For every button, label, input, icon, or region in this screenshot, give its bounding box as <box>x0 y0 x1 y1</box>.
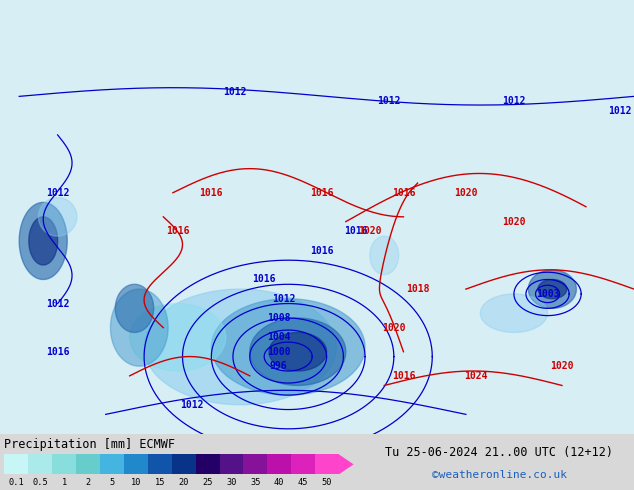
Text: 1020: 1020 <box>502 217 526 227</box>
Bar <box>100 455 124 474</box>
Text: 1012: 1012 <box>502 96 526 106</box>
Polygon shape <box>211 299 365 395</box>
Polygon shape <box>130 304 226 371</box>
Text: 1016: 1016 <box>392 188 415 198</box>
Text: 1012: 1012 <box>271 294 295 304</box>
Text: 1016: 1016 <box>166 226 190 236</box>
Bar <box>291 455 315 474</box>
Text: 1012: 1012 <box>46 188 69 198</box>
Text: Precipitation [mm] ECMWF: Precipitation [mm] ECMWF <box>4 438 176 451</box>
Text: 996: 996 <box>269 361 287 371</box>
Text: 1: 1 <box>61 478 67 487</box>
Bar <box>52 455 76 474</box>
Text: 1020: 1020 <box>550 361 574 371</box>
Text: 1003: 1003 <box>536 289 559 299</box>
Polygon shape <box>339 455 354 474</box>
Bar <box>4 455 29 474</box>
Bar <box>268 455 291 474</box>
Polygon shape <box>115 284 153 332</box>
Text: 1024: 1024 <box>463 371 488 381</box>
Text: 1016: 1016 <box>46 347 69 357</box>
Text: 1020: 1020 <box>454 188 477 198</box>
Bar <box>76 455 100 474</box>
Text: 2: 2 <box>86 478 91 487</box>
Polygon shape <box>370 236 399 274</box>
Text: 1016: 1016 <box>310 188 333 198</box>
Polygon shape <box>528 270 576 308</box>
Text: 1012: 1012 <box>46 298 69 309</box>
Polygon shape <box>538 279 567 299</box>
Text: 0.1: 0.1 <box>8 478 24 487</box>
Text: ©weatheronline.co.uk: ©weatheronline.co.uk <box>432 470 567 480</box>
Text: Tu 25-06-2024 21..00 UTC (12+12): Tu 25-06-2024 21..00 UTC (12+12) <box>385 446 613 459</box>
Text: 1012: 1012 <box>224 87 247 97</box>
Text: 1012: 1012 <box>377 96 401 106</box>
Bar <box>172 455 196 474</box>
Text: 0.5: 0.5 <box>32 478 48 487</box>
Polygon shape <box>481 294 548 332</box>
Text: 1016: 1016 <box>252 274 276 285</box>
Text: 1020: 1020 <box>358 226 382 236</box>
Text: 1016: 1016 <box>392 371 415 381</box>
Bar <box>243 455 268 474</box>
Bar <box>315 455 339 474</box>
Bar <box>124 455 148 474</box>
Polygon shape <box>19 202 67 279</box>
Text: 40: 40 <box>274 478 285 487</box>
Polygon shape <box>269 333 327 371</box>
Text: 5: 5 <box>109 478 115 487</box>
Text: 1016: 1016 <box>310 245 333 256</box>
Text: 1016: 1016 <box>200 188 223 198</box>
Text: 10: 10 <box>131 478 141 487</box>
Polygon shape <box>250 318 346 386</box>
Polygon shape <box>29 217 58 265</box>
Text: 1016: 1016 <box>344 226 367 236</box>
Text: 20: 20 <box>178 478 189 487</box>
Text: 35: 35 <box>250 478 261 487</box>
Bar <box>196 455 219 474</box>
Text: 15: 15 <box>155 478 165 487</box>
Bar <box>29 455 52 474</box>
Text: 50: 50 <box>322 478 332 487</box>
Polygon shape <box>144 289 336 405</box>
Text: 1012: 1012 <box>180 400 204 410</box>
Text: 1020: 1020 <box>382 322 406 333</box>
Text: 30: 30 <box>226 478 236 487</box>
Text: 1004: 1004 <box>267 332 290 343</box>
Text: 1018: 1018 <box>406 284 430 294</box>
Polygon shape <box>110 289 168 366</box>
Text: 25: 25 <box>202 478 213 487</box>
Bar <box>219 455 243 474</box>
Text: 1012: 1012 <box>608 106 631 116</box>
Text: 45: 45 <box>298 478 308 487</box>
Polygon shape <box>39 197 77 236</box>
Bar <box>148 455 172 474</box>
Text: 1000: 1000 <box>267 347 290 357</box>
Text: 1008: 1008 <box>267 313 290 323</box>
